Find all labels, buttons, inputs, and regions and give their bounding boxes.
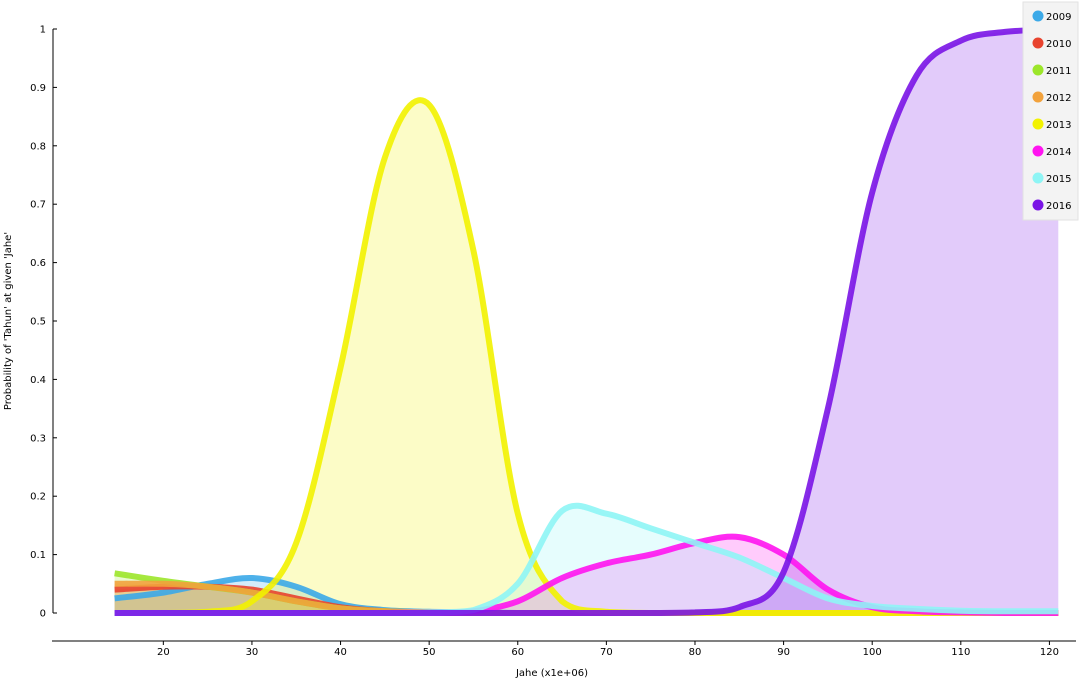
legend-label: 2015 [1046,174,1071,185]
y-tick-label: 0.1 [30,550,46,561]
y-tick-label: 0.3 [30,433,46,444]
legend-label: 2013 [1046,120,1071,131]
legend-label: 2011 [1046,66,1071,77]
y-tick-label: 0.7 [30,200,46,211]
legend-item-2010[interactable]: 2010 [1032,37,1072,51]
legend-swatch [1032,172,1044,184]
legend-label: 2014 [1046,147,1071,158]
y-ticks: 0 0.1 0.2 0.3 0.4 0.5 0.6 0.7 0.8 0.9 1 [30,25,57,620]
legend-swatch [1032,91,1044,103]
y-tick-label: 0.6 [30,258,46,269]
legend-swatch [1032,118,1044,130]
x-axis-title: Jahe (x1e+06) [515,668,588,679]
area-2013 [114,100,1059,613]
y-tick-label: 0.5 [30,317,46,328]
legend-item-2013[interactable]: 2013 [1032,118,1072,132]
y-tick-label: 0.4 [30,375,46,386]
y-tick-label: 0 [40,609,46,620]
legend-swatch [1032,37,1044,49]
legend-box [1022,1,1079,221]
x-tick-label: 80 [689,647,702,658]
x-tick-label: 20 [157,647,170,658]
legend-label: 2012 [1046,93,1071,104]
legend-label: 2010 [1046,39,1071,50]
legend-item-2014[interactable]: 2014 [1032,145,1072,159]
x-tick-label: 30 [246,647,259,658]
y-axis-title: Probability of 'Tahun' at given 'Jahe' [3,232,14,410]
series-areas [114,29,1059,613]
x-tick-label: 50 [423,647,436,658]
legend-swatch [1032,64,1044,76]
legend-item-2011[interactable]: 2011 [1032,64,1072,78]
legend-swatch [1032,10,1044,22]
y-tick-label: 0.9 [30,83,46,94]
legend-label: 2009 [1046,12,1071,23]
x-tick-label: 70 [600,647,613,658]
x-tick-label: 100 [863,647,882,658]
legend-item-2016[interactable]: 2016 [1032,199,1072,213]
line-2013[interactable] [114,97,1059,616]
legend-item-2015[interactable]: 2015 [1032,172,1072,186]
y-tick-label: 1 [40,25,46,36]
legend-label: 2016 [1046,201,1071,212]
x-tick-label: 60 [511,647,524,658]
legend-item-2012[interactable]: 2012 [1032,91,1072,105]
legend-item-2009[interactable]: 2009 [1032,10,1072,24]
legend[interactable]: 2009 2010 2011 2012 2013 2014 2015 2016 [1022,1,1079,221]
x-ticks: 20 30 40 50 60 70 80 90 100 110 120 [157,641,1059,658]
series-lines [114,26,1059,616]
line-2016[interactable] [114,26,1059,616]
x-tick-label: 110 [951,647,970,658]
y-tick-label: 0.2 [30,492,46,503]
area-2015 [114,505,1059,613]
x-tick-label: 120 [1040,647,1059,658]
area-2016 [114,29,1059,613]
x-tick-label: 40 [334,647,347,658]
legend-swatch [1032,199,1044,211]
y-tick-label: 0.8 [30,141,46,152]
axes: 0 0.1 0.2 0.3 0.4 0.5 0.6 0.7 0.8 0.9 1 20 30 40 50 60… [30,25,1076,658]
legend-swatch [1032,145,1044,157]
x-tick-label: 90 [777,647,790,658]
